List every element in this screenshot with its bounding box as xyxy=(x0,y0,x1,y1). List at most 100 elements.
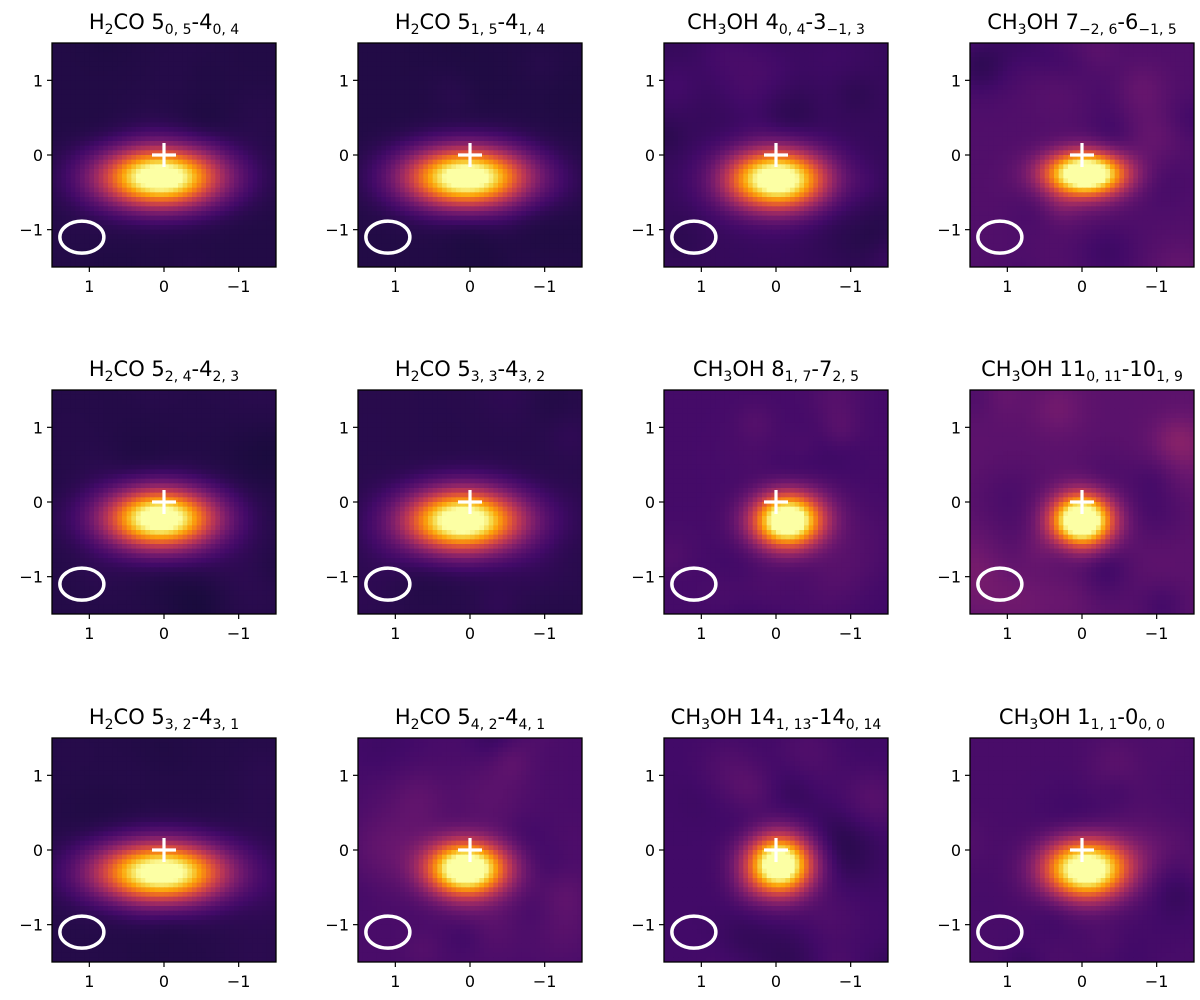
beam-ellipse xyxy=(58,914,106,950)
y-tick-label: −1 xyxy=(631,916,655,935)
y-tick-label: −1 xyxy=(325,916,349,935)
y-tick-label: 0 xyxy=(951,493,961,512)
source-cross-marker xyxy=(152,143,176,167)
map-panel: 1 1 0 0 −1 −1 H2​CO 50, 5​-40, 4​ xyxy=(19,10,277,296)
heatmap-image xyxy=(664,43,888,267)
y-tick-label: 1 xyxy=(33,71,43,90)
beam-ellipse xyxy=(976,566,1024,602)
y-tick-label: 0 xyxy=(951,146,961,165)
map-panel: 1 1 0 0 −1 −1 H2​CO 52, 4​-42, 3​ xyxy=(19,357,277,643)
x-tick-label: 0 xyxy=(159,277,169,296)
y-tick-label: 1 xyxy=(645,71,655,90)
heatmap-image xyxy=(664,738,888,962)
panel-title: CH3​OH 40, 4​-3−1, 3​ xyxy=(687,10,865,38)
x-tick-label: 1 xyxy=(390,972,400,991)
x-tick-label: 1 xyxy=(84,972,94,991)
x-tick-label: 0 xyxy=(771,624,781,643)
beam-ellipse xyxy=(670,219,718,255)
map-panel: 1 1 0 0 −1 −1 H2​CO 53, 2​-43, 1​ xyxy=(19,705,277,991)
x-tick-label: −1 xyxy=(227,277,251,296)
y-tick-label: −1 xyxy=(19,221,43,240)
source-cross-marker xyxy=(764,490,788,514)
panel-title: CH3​OH 141, 13​-140, 14​ xyxy=(671,705,882,733)
x-tick-label: −1 xyxy=(1145,277,1169,296)
y-tick-label: 0 xyxy=(339,841,349,860)
map-panel: 1 1 0 0 −1 −1 CH3​OH 81, 7​-72, 5​ xyxy=(631,357,889,643)
source-cross-marker xyxy=(1070,490,1094,514)
x-tick-label: 1 xyxy=(1002,277,1012,296)
panel-title: H2​CO 53, 3​-43, 2​ xyxy=(395,357,545,385)
beam-ellipse xyxy=(58,219,106,255)
y-tick-label: −1 xyxy=(937,568,961,587)
x-tick-label: 0 xyxy=(1077,624,1087,643)
map-panel: 1 1 0 0 −1 −1 H2​CO 53, 3​-43, 2​ xyxy=(325,357,583,643)
y-tick-label: 0 xyxy=(33,493,43,512)
y-tick-label: 1 xyxy=(339,418,349,437)
source-cross-marker xyxy=(458,143,482,167)
x-tick-label: −1 xyxy=(533,972,557,991)
x-tick-label: 1 xyxy=(1002,972,1012,991)
source-cross-marker xyxy=(152,838,176,862)
x-tick-label: −1 xyxy=(839,277,863,296)
y-tick-label: 1 xyxy=(951,418,961,437)
panel-title: H2​CO 51, 5​-41, 4​ xyxy=(395,10,545,38)
x-tick-label: −1 xyxy=(227,972,251,991)
x-tick-label: 1 xyxy=(84,624,94,643)
panel-title: CH3​OH 11, 1​-00, 0​ xyxy=(999,705,1165,733)
y-tick-label: 1 xyxy=(951,71,961,90)
panel-title: CH3​OH 7−2, 6​-6−1, 5​ xyxy=(987,10,1177,38)
x-tick-label: 1 xyxy=(1002,624,1012,643)
x-tick-label: −1 xyxy=(839,624,863,643)
source-cross-marker xyxy=(458,838,482,862)
x-tick-label: −1 xyxy=(1145,624,1169,643)
source-cross-marker xyxy=(1070,143,1094,167)
map-panel: 1 1 0 0 −1 −1 H2​CO 51, 5​-41, 4​ xyxy=(325,10,583,296)
x-tick-label: −1 xyxy=(533,624,557,643)
x-tick-label: 0 xyxy=(1077,972,1087,991)
y-tick-label: 1 xyxy=(339,766,349,785)
map-panel: 1 1 0 0 −1 −1 CH3​OH 11, 1​-00, 0​ xyxy=(937,705,1195,991)
heatmap-image xyxy=(358,43,582,267)
beam-ellipse xyxy=(58,566,106,602)
beam-ellipse xyxy=(670,914,718,950)
heatmap-image xyxy=(52,738,276,962)
x-tick-label: 0 xyxy=(465,277,475,296)
map-panel: 1 1 0 0 −1 −1 CH3​OH 7−2, 6​-6−1, 5​ xyxy=(937,10,1195,296)
x-tick-label: 0 xyxy=(159,972,169,991)
panel-title: H2​CO 50, 5​-40, 4​ xyxy=(89,10,239,38)
y-tick-label: 0 xyxy=(645,493,655,512)
heatmap-image xyxy=(970,43,1194,267)
y-tick-label: 0 xyxy=(33,841,43,860)
source-cross-marker xyxy=(764,838,788,862)
beam-ellipse xyxy=(364,914,412,950)
y-tick-label: −1 xyxy=(19,916,43,935)
heatmap-image xyxy=(52,390,276,614)
y-tick-label: −1 xyxy=(631,221,655,240)
y-tick-label: 1 xyxy=(33,766,43,785)
x-tick-label: 1 xyxy=(696,624,706,643)
heatmap-image xyxy=(664,390,888,614)
source-cross-marker xyxy=(764,143,788,167)
x-tick-label: 0 xyxy=(465,972,475,991)
x-tick-label: 1 xyxy=(84,277,94,296)
heatmap-image xyxy=(970,390,1194,614)
y-tick-label: 1 xyxy=(645,766,655,785)
x-tick-label: 1 xyxy=(696,972,706,991)
beam-ellipse xyxy=(364,219,412,255)
x-tick-label: 0 xyxy=(1077,277,1087,296)
x-tick-label: −1 xyxy=(533,277,557,296)
y-tick-label: 0 xyxy=(951,841,961,860)
y-tick-label: 1 xyxy=(339,71,349,90)
source-cross-marker xyxy=(152,490,176,514)
y-tick-label: 1 xyxy=(33,418,43,437)
x-tick-label: 1 xyxy=(696,277,706,296)
panel-title: H2​CO 52, 4​-42, 3​ xyxy=(89,357,239,385)
y-tick-label: 0 xyxy=(339,493,349,512)
beam-ellipse xyxy=(364,566,412,602)
y-tick-label: 0 xyxy=(645,841,655,860)
panel-title: H2​CO 53, 2​-43, 1​ xyxy=(89,705,239,733)
map-panel: 1 1 0 0 −1 −1 CH3​OH 141, 13​-140, 14​ xyxy=(631,705,889,991)
x-tick-label: 0 xyxy=(771,972,781,991)
heatmap-image xyxy=(358,390,582,614)
y-tick-label: −1 xyxy=(631,568,655,587)
